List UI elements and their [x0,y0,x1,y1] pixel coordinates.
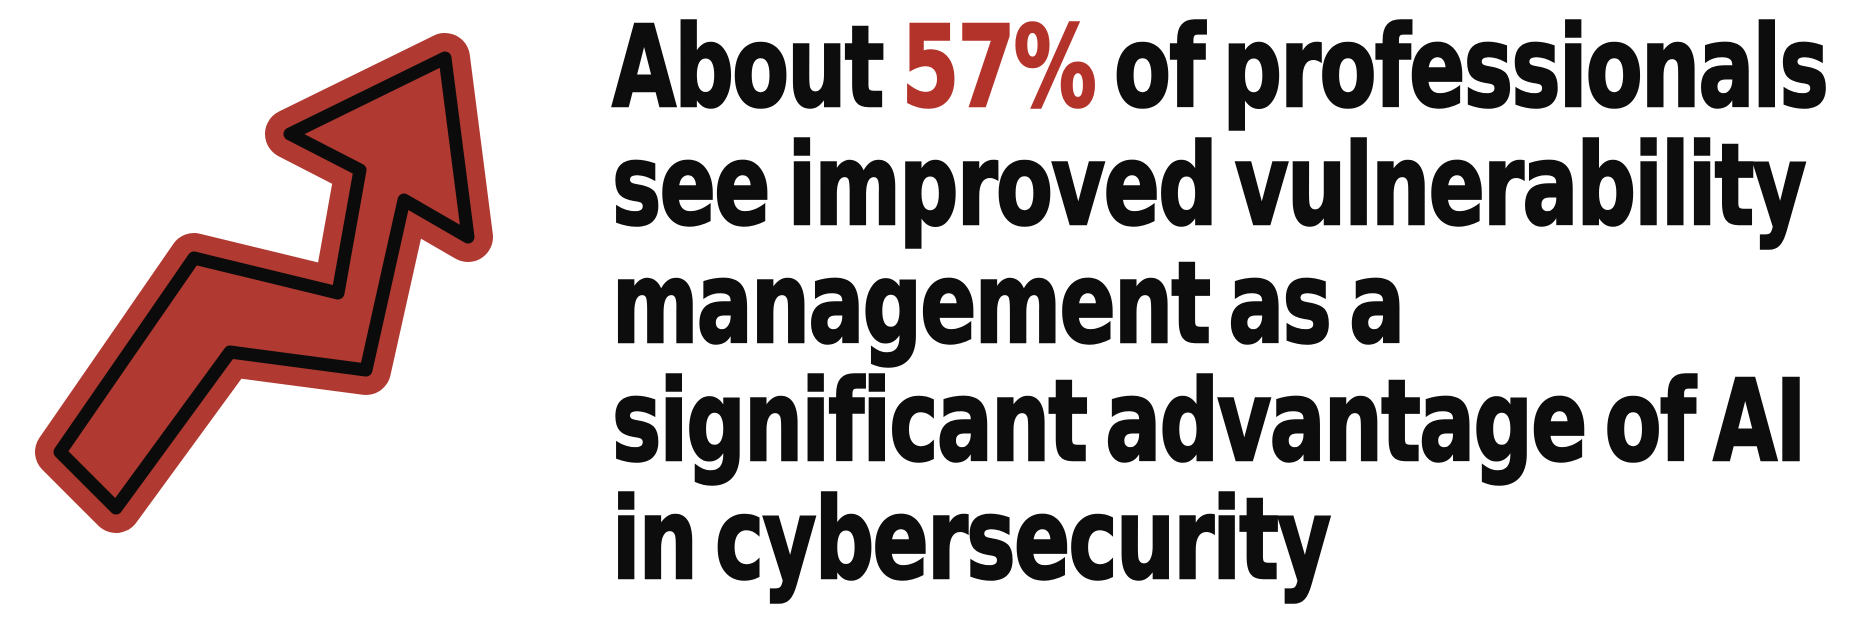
stat-value: 57% [901,3,1098,133]
headline-line-5: in cybersecurity [611,475,1332,605]
trend-up-arrow-icon [0,0,520,560]
headline-line-1: About 57% of professionals [611,8,1876,129]
headline-line-2: see improved vulnerability [611,121,1807,251]
headline-line-4: significant advantage of AI [611,357,1807,487]
headline-line1-pre: About [611,3,902,133]
headline-line1-post: of professionals [1095,3,1830,133]
headline: About 57% of professionals see improved … [611,0,1876,605]
arrow-black-outline [53,51,475,515]
headline-line-3: management as a [611,239,1406,369]
trend-up-arrow-svg [35,33,493,533]
